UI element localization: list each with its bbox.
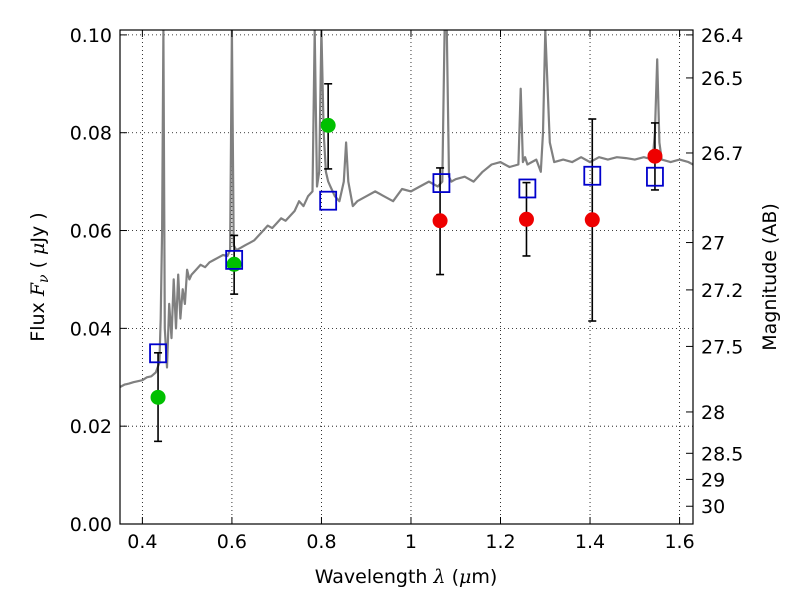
model-square: [646, 166, 664, 187]
y-tick-label: 0.02: [70, 416, 112, 438]
y2-tick-label: 29: [701, 469, 725, 491]
model-square: [432, 173, 451, 193]
y2-tick-label: 27: [701, 233, 725, 255]
y2-tick-label: 28: [701, 402, 725, 424]
green-data-point: [150, 389, 166, 405]
x-tick-label: 1.4: [575, 531, 605, 553]
y2-axis-label: Magnitude (AB): [759, 203, 781, 351]
y2-tick-label: 28.5: [701, 443, 743, 465]
model-layer: [149, 165, 664, 364]
points-layer: [150, 117, 663, 405]
y-tick-label: 0.06: [70, 221, 112, 243]
model-square: [518, 178, 537, 199]
y2-tick-label: 30: [701, 496, 725, 518]
y2-tick-label: 26.4: [701, 25, 743, 47]
spectrum-line: [120, 30, 693, 388]
red-data-point: [518, 211, 534, 227]
x-tick-label: 0.6: [217, 531, 247, 553]
x-tick-label: 0.8: [306, 531, 336, 553]
x-tick-label: 0.4: [127, 531, 157, 553]
y-tick-label: 0.04: [70, 318, 112, 340]
axis-ticks: 0.4 0.6 0.8 1 1.2 1.4 1.6 0.00 0.02 0.04 0.06 0.08 0…: [70, 25, 744, 553]
y2-tick-label: 27.5: [701, 336, 743, 358]
y2-tick-label: 26.7: [701, 143, 743, 165]
y-tick-label: 0.10: [70, 25, 112, 47]
x-tick-label: 1.6: [664, 531, 694, 553]
plot-frame: [119, 29, 694, 525]
x-axis-label: Wavelength λ (μm): [315, 566, 498, 588]
y2-tick-label: 27.2: [701, 280, 743, 302]
grid-lines: [120, 30, 693, 525]
x-tick-label: 1: [405, 531, 417, 553]
red-data-point: [647, 148, 663, 164]
y-tick-label: 0.00: [70, 514, 112, 536]
y2-tick-label: 26.5: [701, 68, 743, 90]
spectrum-layer: [120, 30, 693, 388]
model-square: [225, 249, 244, 270]
model-square: [583, 165, 602, 186]
red-data-point: [432, 213, 448, 229]
red-data-point: [584, 212, 600, 228]
model-square: [149, 343, 167, 364]
green-data-point: [320, 117, 336, 133]
y-tick-label: 0.08: [70, 123, 112, 145]
model-square: [319, 190, 338, 211]
x-tick-label: 1.2: [485, 531, 515, 553]
y-axis-label: Flux Fν ( μJy ): [27, 212, 52, 341]
